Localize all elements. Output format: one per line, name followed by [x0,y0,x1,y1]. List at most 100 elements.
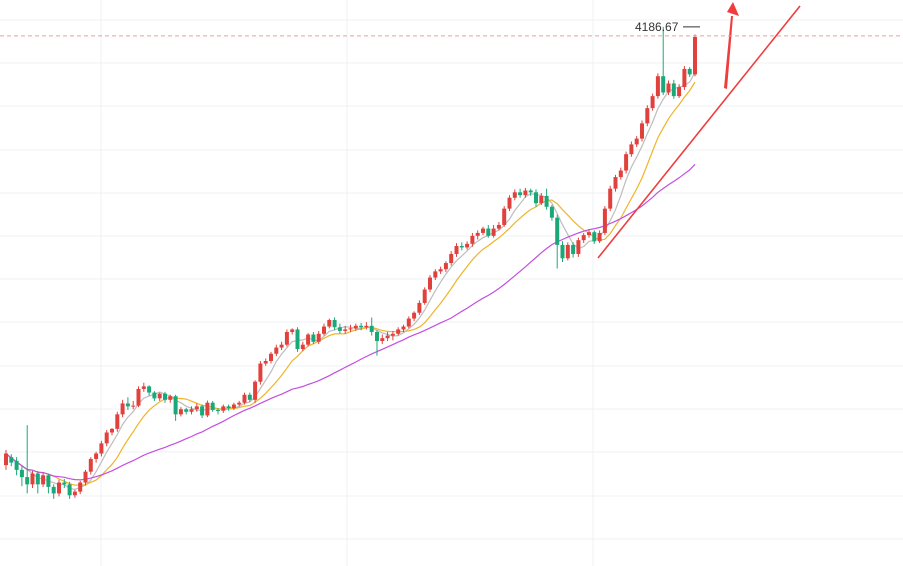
candle-body [242,394,247,403]
candle-body [274,347,279,354]
candle-body [369,325,374,332]
candle-body [120,403,125,415]
candle [555,214,560,269]
candle-body [104,432,109,444]
candle-body [136,388,141,406]
candle [263,358,268,366]
candle [560,241,565,262]
candle [337,323,342,334]
candle-body [253,381,258,400]
candle [693,34,697,77]
candle [385,331,390,342]
candle-body [380,338,385,342]
candle-body [14,460,19,470]
candle-body [353,325,358,329]
candle [83,469,88,486]
candle [173,394,178,421]
candle [671,79,676,99]
candle-body [94,453,99,459]
candle-body [88,458,93,472]
candle-body [443,263,448,270]
candle-body [629,144,634,155]
candle-body [72,491,77,496]
candle [104,429,109,447]
candle-body [9,457,14,463]
candle [401,324,406,332]
candle [528,188,533,196]
candle [279,341,284,351]
candle-body [491,228,496,236]
candle [491,224,496,238]
ma-short-line [5,72,696,491]
candle-body [544,195,549,207]
candle-body [496,224,501,229]
candle-body [597,232,602,242]
candle-body [364,325,369,328]
candle [592,230,597,244]
candle-body [322,326,326,334]
candle [428,275,432,293]
candle-body [147,386,152,393]
ma-mid-line [5,81,696,486]
candle [624,151,629,174]
candle [295,327,300,352]
candle-body [83,471,88,483]
candle [581,232,586,244]
candle-body [41,475,46,485]
candle [322,323,326,336]
candle-body [613,177,618,189]
candle-body [666,83,671,93]
candle [157,392,162,401]
ma-long-line [5,163,696,481]
candle-body [269,353,273,362]
candle [14,457,19,476]
candle [178,407,183,417]
candle-body [306,334,311,345]
candle [587,229,591,238]
candle-body [327,320,332,327]
candle-body [19,469,24,478]
candle [125,397,130,410]
trend-line [597,5,801,259]
candle [30,470,35,488]
candle [597,230,602,244]
candle [449,251,454,266]
candle [168,394,173,403]
candle-body [231,404,236,409]
candle [237,400,242,407]
candle [496,222,501,231]
candle-body [332,320,337,328]
candle [194,403,199,412]
candle [661,26,666,96]
candle [67,481,72,499]
candle-body [221,406,226,411]
candles [4,26,697,499]
candle-body [454,245,459,254]
candle-body [163,393,167,400]
candle [677,84,682,98]
candle [72,489,77,498]
candle-body [618,170,623,178]
candle [634,136,639,147]
candle [9,454,14,467]
candle [94,451,99,463]
candle [311,331,316,344]
candle [290,328,295,335]
candle-body [125,403,130,407]
candle-body [115,414,120,429]
candle-body [67,484,72,496]
candle [549,204,554,221]
up-arrow-shaft [724,16,733,89]
candle-body [512,192,517,198]
candle [306,333,311,347]
candle-body [258,363,263,382]
candle-body [216,409,220,411]
candle [269,351,273,364]
candle-body [475,232,480,236]
candle-body [311,334,316,342]
candle [189,406,194,415]
candle-body [57,482,61,494]
candle [465,241,470,250]
candle [438,266,443,274]
candle-body [438,269,443,272]
